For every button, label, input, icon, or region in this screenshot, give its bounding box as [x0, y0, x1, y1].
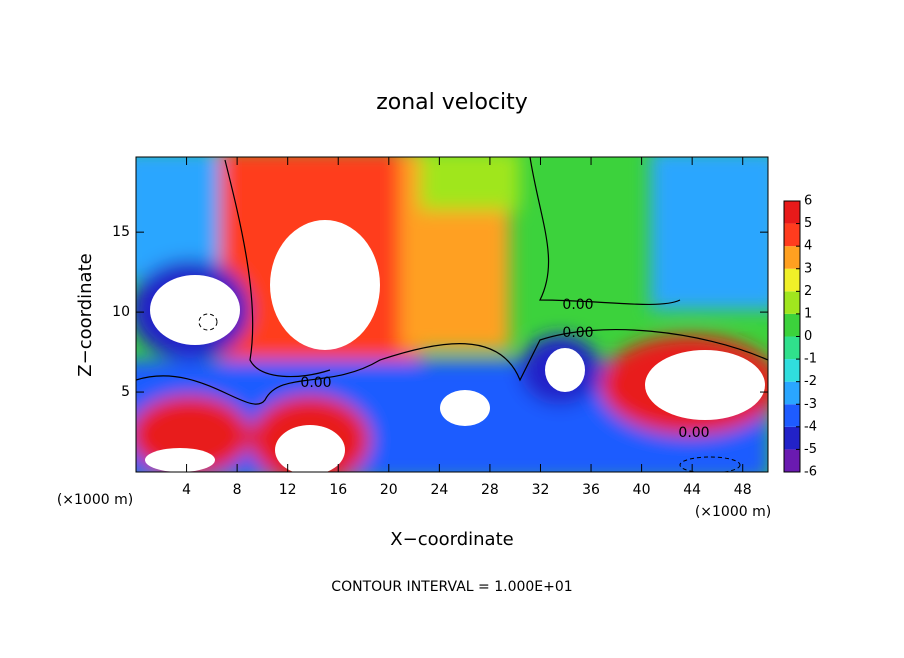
- colorbar-swatch: [784, 426, 800, 450]
- colorbar-tick-label: 5: [804, 216, 812, 231]
- colorbar-tick-label: 0: [804, 329, 812, 344]
- colorbar-tick-label: -6: [804, 465, 817, 480]
- colorbar-tick-label: 4: [804, 239, 812, 254]
- x-tick-label: 44: [683, 482, 701, 498]
- x-tick-label: 36: [582, 482, 600, 498]
- footer-note: CONTOUR INTERVAL = 1.000E+01: [331, 579, 572, 595]
- colorbar-tick-label: 1: [804, 306, 812, 321]
- chart-title: zonal velocity: [376, 90, 528, 115]
- x-unit-label: (×1000 m): [57, 492, 133, 508]
- x-tick-label: 12: [279, 482, 297, 498]
- x-tick-label: 16: [329, 482, 347, 498]
- colorbar-swatch: [784, 201, 800, 224]
- colorbar-swatch: [784, 313, 800, 337]
- colorbar-tick-label: -4: [804, 419, 817, 434]
- colorbar-swatch: [784, 449, 800, 472]
- x-tick-label: 8: [233, 482, 242, 498]
- colorbar-swatch: [784, 404, 800, 427]
- y-tick-label: 15: [112, 224, 130, 240]
- colorbar-swatch: [784, 223, 800, 247]
- y-tick-label: 5: [121, 384, 130, 400]
- y-axis-label: Z−coordinate: [75, 253, 96, 376]
- colorbar-swatch: [784, 381, 800, 405]
- colorbar-tick-label: -1: [804, 352, 817, 367]
- colorbar-tick-label: -3: [804, 397, 817, 412]
- colorbar-swatch: [784, 268, 800, 292]
- x-unit-label: (×1000 m): [695, 504, 771, 520]
- colorbar-tick-label: 6: [804, 194, 812, 209]
- colorbar-swatch: [784, 291, 800, 314]
- plot-frame: [135, 156, 769, 473]
- colorbar-swatch: [784, 359, 800, 382]
- x-tick-label: 32: [532, 482, 550, 498]
- colorbar-tick-label: 2: [804, 284, 812, 299]
- contour-label: 0.00: [300, 375, 331, 391]
- colorbar-tick-label: -2: [804, 374, 817, 389]
- colorbar-swatch: [784, 336, 800, 360]
- colorbar-tick-label: -5: [804, 442, 817, 457]
- x-tick-label: 4: [182, 482, 191, 498]
- contour-label: 0.00: [562, 297, 593, 313]
- x-tick-label: 40: [633, 482, 651, 498]
- colorbar-swatch: [784, 246, 800, 269]
- contour-label: 0.00: [562, 325, 593, 341]
- colorbar-tick-label: 3: [804, 261, 812, 276]
- contour-label: 0.00: [678, 425, 709, 441]
- x-tick-label: 28: [481, 482, 499, 498]
- x-tick-label: 20: [380, 482, 398, 498]
- x-tick-label: 48: [734, 482, 752, 498]
- y-tick-label: 10: [112, 304, 130, 320]
- x-tick-label: 24: [430, 482, 448, 498]
- x-axis-label: X−coordinate: [390, 529, 513, 550]
- field: [136, 157, 768, 472]
